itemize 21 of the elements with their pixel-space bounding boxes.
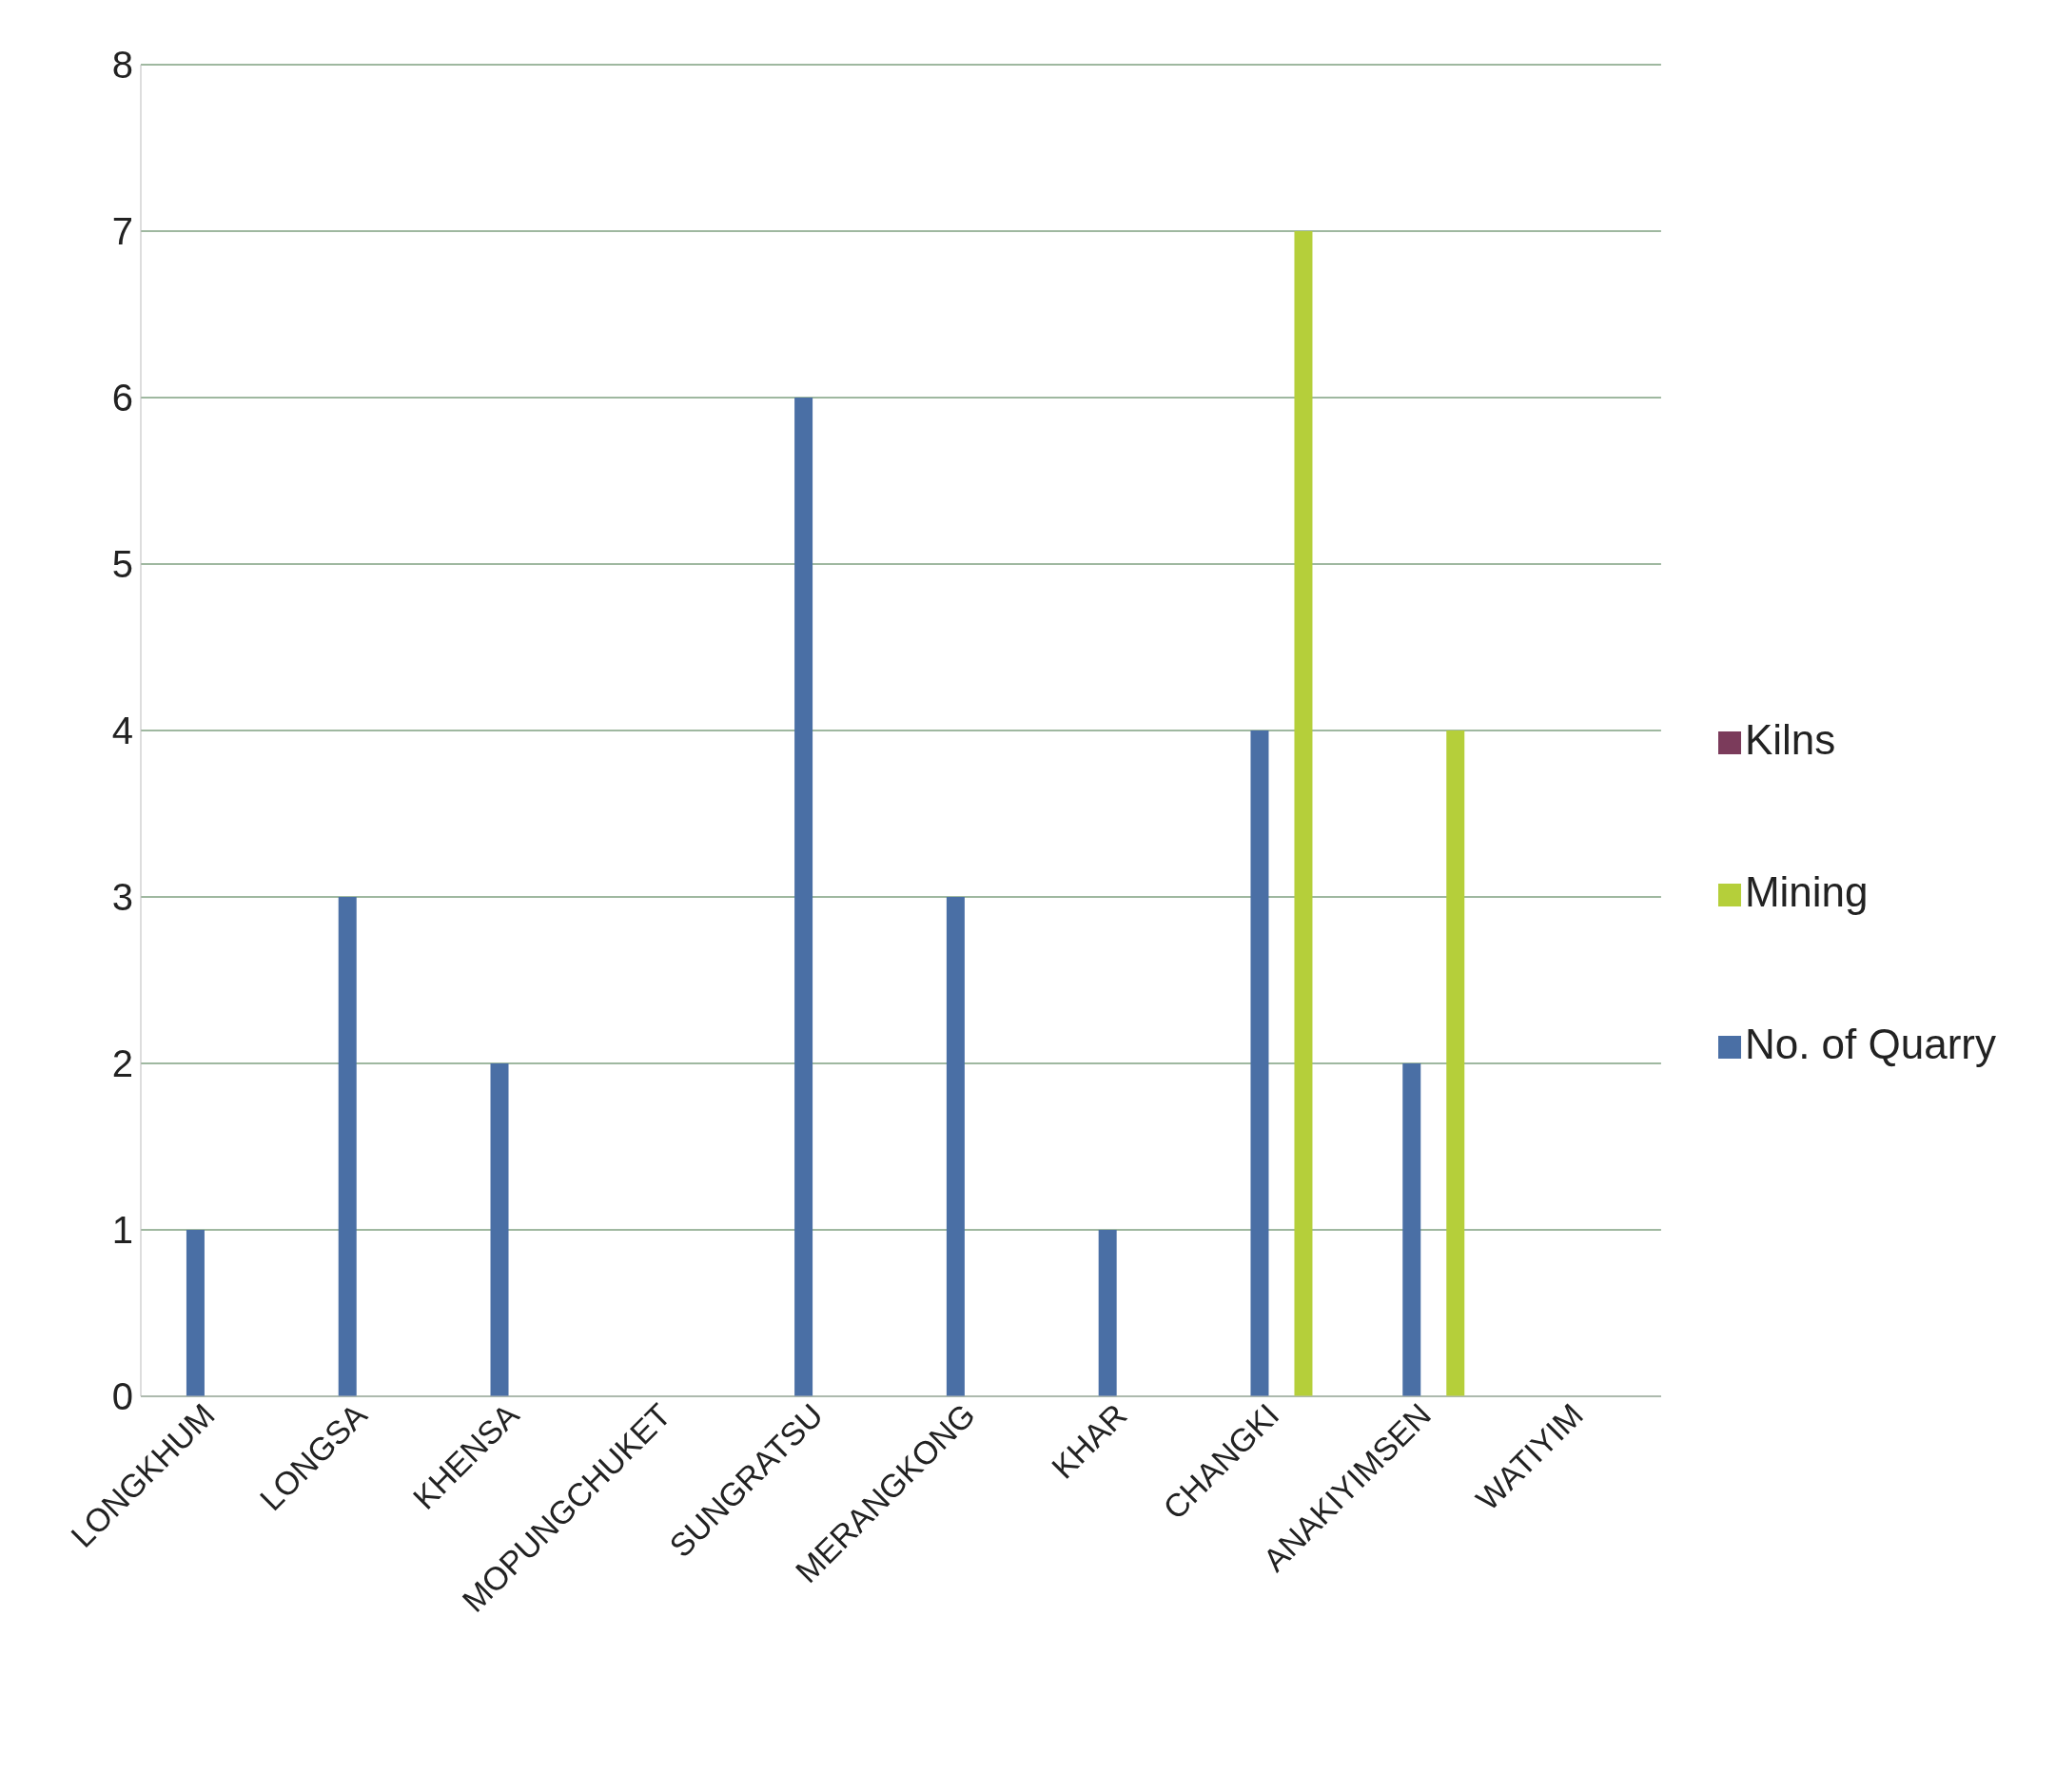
y-tick-label: 2 xyxy=(111,1042,133,1085)
legend-label: Kilns xyxy=(1744,716,1836,763)
y-tick-label: 6 xyxy=(111,377,133,419)
legend-label: No. of Quarry xyxy=(1744,1021,1996,1067)
y-tick-label: 4 xyxy=(111,710,133,752)
bar xyxy=(946,897,965,1396)
y-tick-label: 3 xyxy=(111,876,133,919)
bar xyxy=(1446,730,1465,1396)
y-tick-label: 1 xyxy=(111,1209,133,1252)
bar xyxy=(1402,1063,1421,1396)
bar xyxy=(490,1063,509,1396)
bar xyxy=(794,398,813,1396)
bar xyxy=(1294,231,1313,1396)
bar xyxy=(186,1230,205,1396)
bar xyxy=(1098,1230,1117,1396)
y-tick-label: 8 xyxy=(111,44,133,87)
y-tick-label: 5 xyxy=(111,543,133,586)
legend-label: Mining xyxy=(1744,868,1869,915)
bar xyxy=(338,897,357,1396)
y-tick-label: 7 xyxy=(111,210,133,253)
bar xyxy=(1250,730,1269,1396)
